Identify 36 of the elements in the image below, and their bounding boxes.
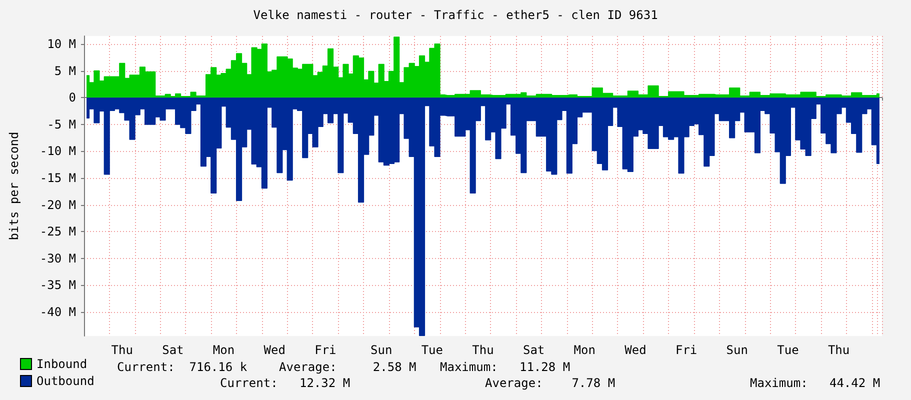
chart-title: Velke namesti - router - Traffic - ether5 - clen ID 9631	[253, 8, 658, 22]
text: Maximum: 44.42 M	[750, 376, 880, 390]
x-tick-label: Thu	[828, 343, 850, 357]
x-tick-label: Sun	[726, 343, 748, 357]
x-tick-label: Fri	[314, 343, 336, 357]
x-tick-label: Fri	[675, 343, 698, 357]
text: Average: 2.58 M	[279, 360, 416, 374]
legend-label: Inbound	[36, 357, 88, 371]
y-tick-label: 10 M	[47, 37, 76, 52]
y-tick-label: -25 M	[40, 224, 76, 239]
y-tick-label: -20 M	[40, 198, 76, 212]
x-tick-label: Wed	[264, 343, 286, 357]
x-tick-label: Sat	[162, 343, 184, 357]
y-tick-label: -35 M	[40, 278, 76, 292]
text: Current: 12.32 M	[220, 376, 350, 390]
x-tick-label: Thu	[111, 343, 133, 357]
y-tick-label: -15 M	[40, 170, 76, 185]
x-tick-label: Wed	[624, 343, 646, 357]
x-tick-label: Mon	[212, 343, 235, 357]
x-tick-label: Sat	[522, 343, 545, 357]
y-tick-label: 5 M	[54, 64, 76, 78]
legend-label: Outbound	[36, 374, 94, 388]
y-tick-label: 0	[68, 90, 76, 105]
x-tick-label: Mon	[574, 343, 596, 357]
x-tick-label: Thu	[472, 343, 494, 357]
y-tick-label: -5 M	[47, 117, 76, 132]
text: Current: 716.16 k	[117, 360, 248, 374]
x-tick-label: Tue	[777, 343, 799, 357]
y-tick-label: -40 M	[40, 304, 76, 319]
y-tick-label: -10 M	[40, 144, 76, 158]
text: Maximum: 11.28 M	[440, 360, 570, 374]
x-tick-label: Sun	[370, 343, 392, 357]
x-tick-label: Tue	[421, 343, 444, 357]
y-axis-title: bits per second	[7, 132, 21, 240]
y-tick-label: -30 M	[40, 251, 76, 266]
text: Average: 7.78 M	[485, 376, 616, 390]
